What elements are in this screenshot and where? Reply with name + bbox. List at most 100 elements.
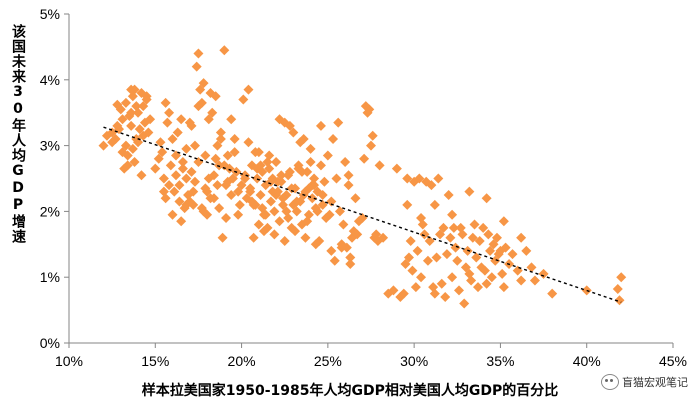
data-point bbox=[217, 232, 228, 243]
data-point bbox=[189, 140, 200, 151]
data-point bbox=[170, 150, 181, 161]
axes bbox=[68, 14, 673, 344]
data-point bbox=[481, 193, 492, 204]
trendline bbox=[103, 126, 622, 303]
data-point bbox=[153, 153, 164, 164]
data-point bbox=[265, 176, 276, 187]
data-point bbox=[331, 173, 342, 184]
data-point bbox=[210, 91, 221, 102]
data-point bbox=[233, 186, 244, 197]
data-point bbox=[145, 114, 156, 125]
data-point bbox=[157, 147, 168, 158]
data-point bbox=[200, 150, 211, 161]
data-point bbox=[343, 180, 354, 191]
data-point bbox=[471, 252, 482, 263]
data-point bbox=[208, 170, 219, 181]
data-point bbox=[162, 117, 173, 128]
data-point bbox=[467, 232, 478, 243]
data-point bbox=[226, 114, 237, 125]
data-point bbox=[131, 134, 142, 145]
data-point bbox=[160, 97, 171, 108]
data-point bbox=[274, 114, 285, 125]
data-point bbox=[133, 107, 144, 118]
data-point bbox=[317, 189, 328, 200]
data-point bbox=[271, 157, 282, 168]
data-point bbox=[307, 193, 318, 204]
data-point bbox=[500, 242, 511, 253]
data-point bbox=[214, 160, 225, 171]
data-point bbox=[472, 282, 483, 293]
x-axis-title: 样本拉美国家1950-1985年人均GDP相对美国人均GDP的百分比 bbox=[141, 383, 559, 399]
x-tick-label: 20% bbox=[228, 353, 256, 369]
data-point bbox=[498, 216, 509, 227]
data-point bbox=[176, 114, 187, 125]
data-point bbox=[305, 157, 316, 168]
data-point bbox=[319, 176, 330, 187]
data-point bbox=[614, 295, 625, 306]
data-point bbox=[169, 186, 180, 197]
data-point bbox=[295, 137, 306, 148]
data-point bbox=[243, 137, 254, 148]
data-point bbox=[412, 245, 423, 256]
data-point bbox=[277, 199, 288, 210]
data-point bbox=[443, 189, 454, 200]
data-points bbox=[98, 45, 627, 309]
data-point bbox=[431, 252, 442, 263]
data-point bbox=[205, 193, 216, 204]
y-tick-label: 0% bbox=[40, 335, 60, 351]
data-point bbox=[210, 153, 221, 164]
data-point bbox=[388, 285, 399, 296]
data-point bbox=[405, 236, 416, 247]
data-point bbox=[315, 120, 326, 131]
data-point bbox=[229, 147, 240, 158]
x-tick-label: 35% bbox=[486, 353, 514, 369]
data-point bbox=[343, 170, 354, 181]
data-point bbox=[345, 252, 356, 263]
watermark-text: 盲猫宏观笔记 bbox=[622, 376, 688, 389]
data-point bbox=[260, 209, 271, 220]
data-point bbox=[221, 212, 232, 223]
data-point bbox=[274, 216, 285, 227]
data-point bbox=[229, 134, 240, 145]
data-point bbox=[507, 249, 518, 260]
data-point bbox=[429, 199, 440, 210]
data-point bbox=[193, 48, 204, 59]
data-point bbox=[447, 272, 458, 283]
data-point bbox=[212, 180, 223, 191]
data-point bbox=[403, 252, 414, 263]
data-point bbox=[245, 186, 256, 197]
data-point bbox=[127, 143, 138, 154]
data-point bbox=[391, 163, 402, 174]
data-point bbox=[267, 186, 278, 197]
data-point bbox=[219, 45, 230, 56]
data-point bbox=[429, 288, 440, 299]
data-point bbox=[174, 196, 185, 207]
data-point bbox=[141, 91, 152, 102]
data-point bbox=[336, 242, 347, 253]
data-point bbox=[478, 222, 489, 233]
data-point bbox=[165, 160, 176, 171]
data-point bbox=[491, 232, 502, 243]
data-point bbox=[526, 262, 537, 273]
data-point bbox=[198, 206, 209, 217]
data-point bbox=[252, 163, 263, 174]
data-point bbox=[215, 127, 226, 138]
data-point bbox=[433, 173, 444, 184]
data-point bbox=[246, 196, 257, 207]
data-point bbox=[367, 130, 378, 141]
data-point bbox=[357, 212, 368, 223]
data-point bbox=[359, 153, 370, 164]
data-point bbox=[158, 173, 169, 184]
data-point bbox=[516, 232, 527, 243]
data-point bbox=[164, 180, 175, 191]
x-tick-label: 40% bbox=[573, 353, 601, 369]
data-point bbox=[438, 222, 449, 233]
data-point bbox=[440, 291, 451, 302]
data-point bbox=[150, 163, 161, 174]
data-point bbox=[222, 176, 233, 187]
data-point bbox=[326, 245, 337, 256]
data-point bbox=[115, 104, 126, 115]
data-point bbox=[485, 245, 496, 256]
data-point bbox=[276, 170, 287, 181]
